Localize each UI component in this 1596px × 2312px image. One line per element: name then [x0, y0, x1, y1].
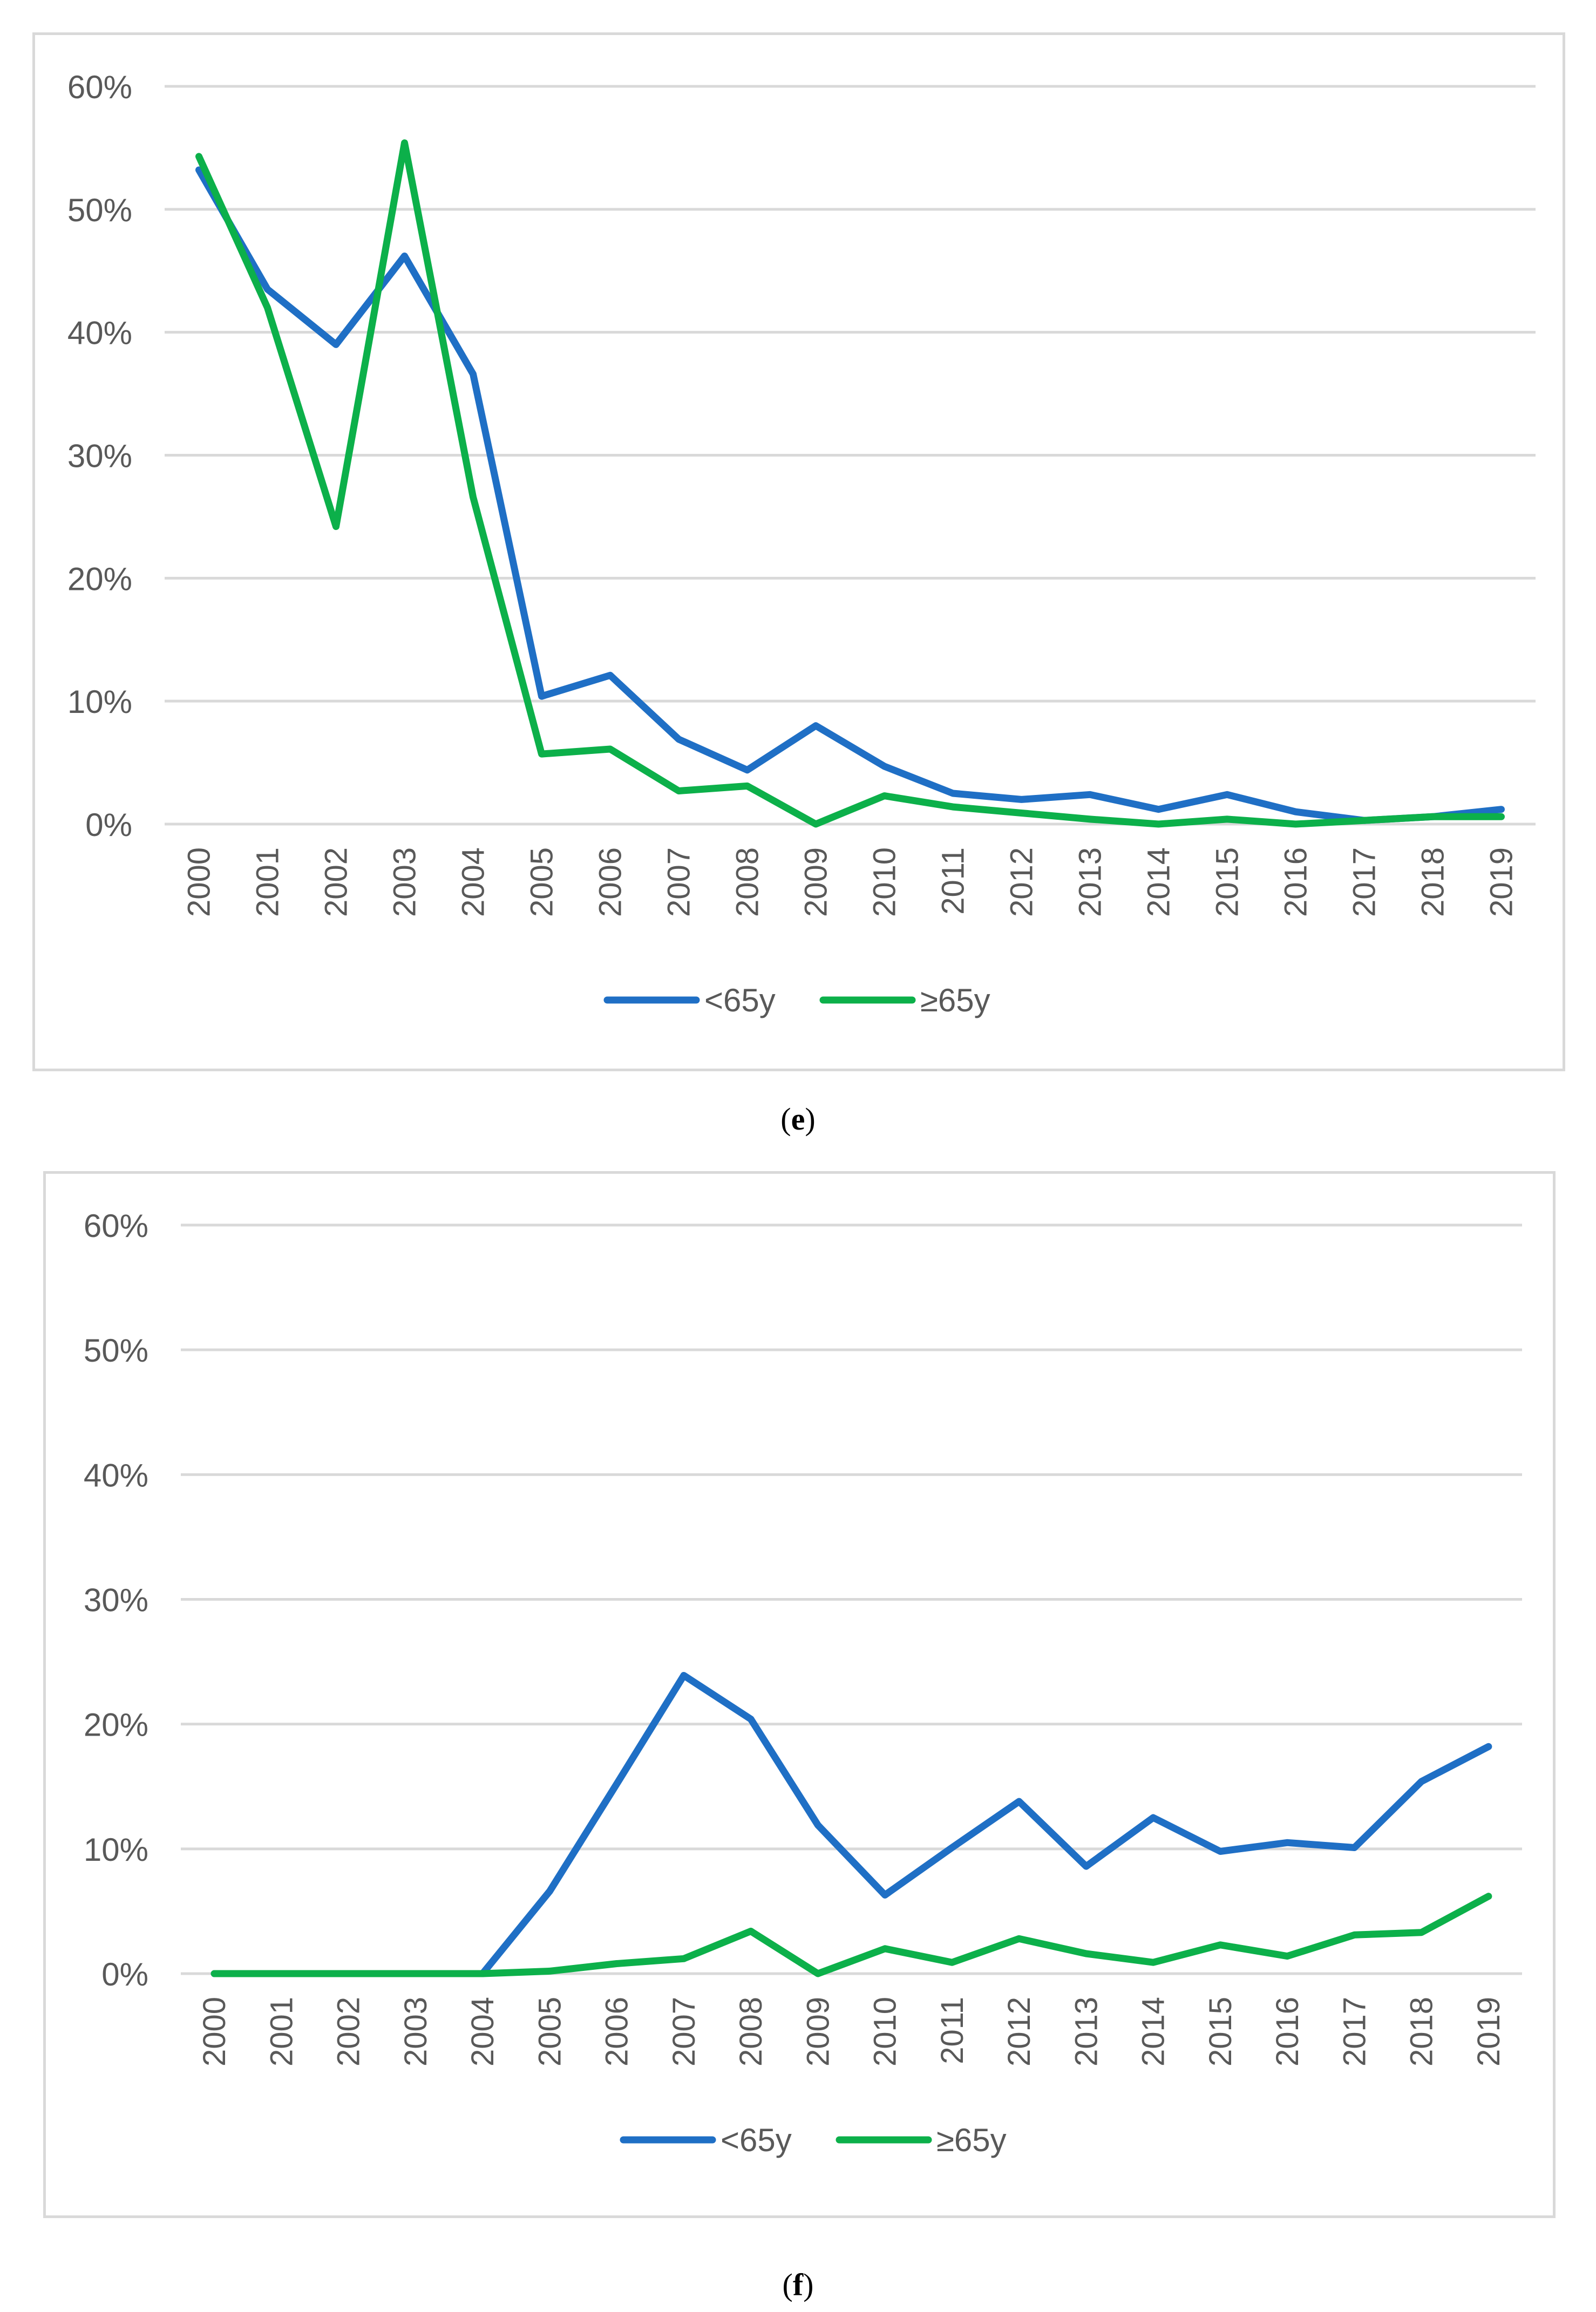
chart-panel-f: 0% 10% 20% 30% 40% 50% 60% 2000 2001 2002 2003 2004… [43, 1171, 1556, 2218]
y-tick-label: 10% [84, 1832, 148, 1868]
legend-label: <65y [721, 2122, 792, 2158]
y-tick-label: 10% [67, 684, 132, 720]
x-tick-label: 2006 [593, 847, 628, 917]
x-tick-label: 2015 [1210, 847, 1245, 917]
x-tick-label: 2013 [1073, 847, 1108, 917]
x-tick-label: 2004 [456, 847, 491, 917]
y-tick-label: 60% [84, 1208, 148, 1244]
series-line-under-65 [195, 166, 1505, 824]
series-group [210, 1672, 1492, 1977]
y-tick-label: 30% [84, 1582, 148, 1619]
y-tick-label: 60% [67, 69, 132, 105]
x-tick-label: 2005 [525, 847, 560, 917]
y-tick-label: 40% [84, 1457, 148, 1493]
y-tick-label: 30% [67, 438, 132, 474]
x-axis: 2000 2001 2002 2003 2004 2005 2006 2007 2008 2009… [197, 1997, 1506, 2066]
panel-caption-f: (f) [782, 2267, 814, 2302]
x-tick-label: 2008 [734, 1997, 769, 2066]
series-line-65-and-over [210, 1893, 1492, 1977]
legend: <65y ≥65y [603, 982, 990, 1018]
x-tick-label: 2015 [1203, 1997, 1238, 2066]
x-tick-label: 2002 [331, 1997, 366, 2066]
x-tick-label: 2008 [730, 847, 765, 917]
x-tick-label: 2009 [799, 847, 834, 917]
x-tick-label: 2007 [662, 847, 697, 917]
x-tick-label: 2000 [182, 847, 217, 917]
legend-label: ≥65y [920, 982, 990, 1018]
x-tick-label: 2003 [398, 1997, 433, 2066]
x-tick-label: 2011 [936, 847, 971, 915]
x-tick-label: 2013 [1069, 1997, 1104, 2066]
x-tick-label: 2003 [388, 847, 423, 917]
x-tick-label: 2016 [1279, 847, 1314, 917]
x-tick-label: 2007 [667, 1997, 702, 2066]
y-tick-label: 0% [101, 1956, 148, 1993]
x-tick-label: 2004 [465, 1997, 500, 2066]
x-tick-label: 2002 [319, 847, 354, 917]
series-line-65-and-over [195, 139, 1505, 828]
x-tick-label: 2012 [1002, 1997, 1037, 2066]
x-tick-label: 2019 [1471, 1997, 1506, 2066]
series-line-under-65 [210, 1672, 1492, 1977]
y-tick-label: 20% [67, 561, 132, 597]
x-tick-label: 2014 [1136, 1997, 1171, 2066]
series-group [195, 139, 1505, 828]
x-tick-label: 2017 [1347, 847, 1382, 917]
x-tick-label: 2017 [1337, 1997, 1372, 2066]
y-axis: 0% 10% 20% 30% 40% 50% 60% [67, 69, 132, 843]
line-chart-e: 0% 10% 20% 30% 40% 50% 60% 2000 2001 2002 2003 2004… [67, 69, 1536, 1018]
legend: <65y ≥65y [620, 2122, 1007, 2158]
x-tick-label: 2005 [532, 1997, 567, 2066]
gridlines [165, 85, 1536, 826]
x-tick-label: 2018 [1416, 847, 1451, 917]
line-chart-f: 0% 10% 20% 30% 40% 50% 60% 2000 2001 2002 2003 2004… [84, 1208, 1522, 2158]
x-tick-label: 2010 [867, 847, 902, 917]
x-tick-label: 2011 [935, 1997, 970, 2064]
gridlines [181, 1223, 1522, 1975]
x-tick-label: 2006 [600, 1997, 635, 2066]
y-tick-label: 50% [84, 1332, 148, 1369]
x-tick-label: 2009 [800, 1997, 836, 2066]
x-tick-label: 2014 [1142, 847, 1177, 917]
x-tick-label: 2001 [264, 1997, 299, 2066]
y-tick-label: 20% [84, 1707, 148, 1743]
x-tick-label: 2016 [1270, 1997, 1305, 2066]
x-tick-label: 2000 [197, 1997, 232, 2066]
x-tick-label: 2010 [868, 1997, 903, 2066]
y-tick-label: 50% [67, 192, 132, 228]
x-tick-label: 2018 [1404, 1997, 1439, 2066]
y-axis: 0% 10% 20% 30% 40% 50% 60% [84, 1208, 148, 1993]
x-tick-label: 2001 [250, 847, 286, 917]
y-tick-label: 0% [85, 807, 132, 843]
y-tick-label: 40% [67, 315, 132, 351]
legend-label: ≥65y [936, 2122, 1007, 2158]
chart-panel-e: 0% 10% 20% 30% 40% 50% 60% 2000 2001 2002 2003 2004… [32, 32, 1565, 1071]
x-axis: 2000 2001 2002 2003 2004 2005 2006 2007 2008 2009… [182, 847, 1519, 917]
x-tick-label: 2019 [1484, 847, 1519, 917]
x-tick-label: 2012 [1004, 847, 1040, 917]
panel-caption-e: (e) [780, 1101, 816, 1137]
legend-label: <65y [704, 982, 776, 1018]
